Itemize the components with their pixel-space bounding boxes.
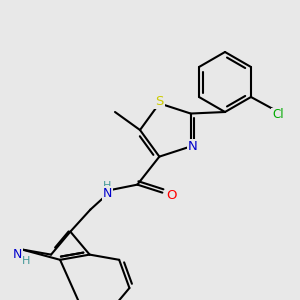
Text: N: N	[13, 248, 22, 261]
Text: S: S	[155, 95, 164, 108]
Text: H: H	[103, 181, 112, 190]
Text: Cl: Cl	[272, 109, 284, 122]
Text: H: H	[22, 256, 31, 266]
Text: N: N	[188, 140, 197, 153]
Text: N: N	[103, 187, 112, 200]
Text: O: O	[166, 189, 177, 202]
